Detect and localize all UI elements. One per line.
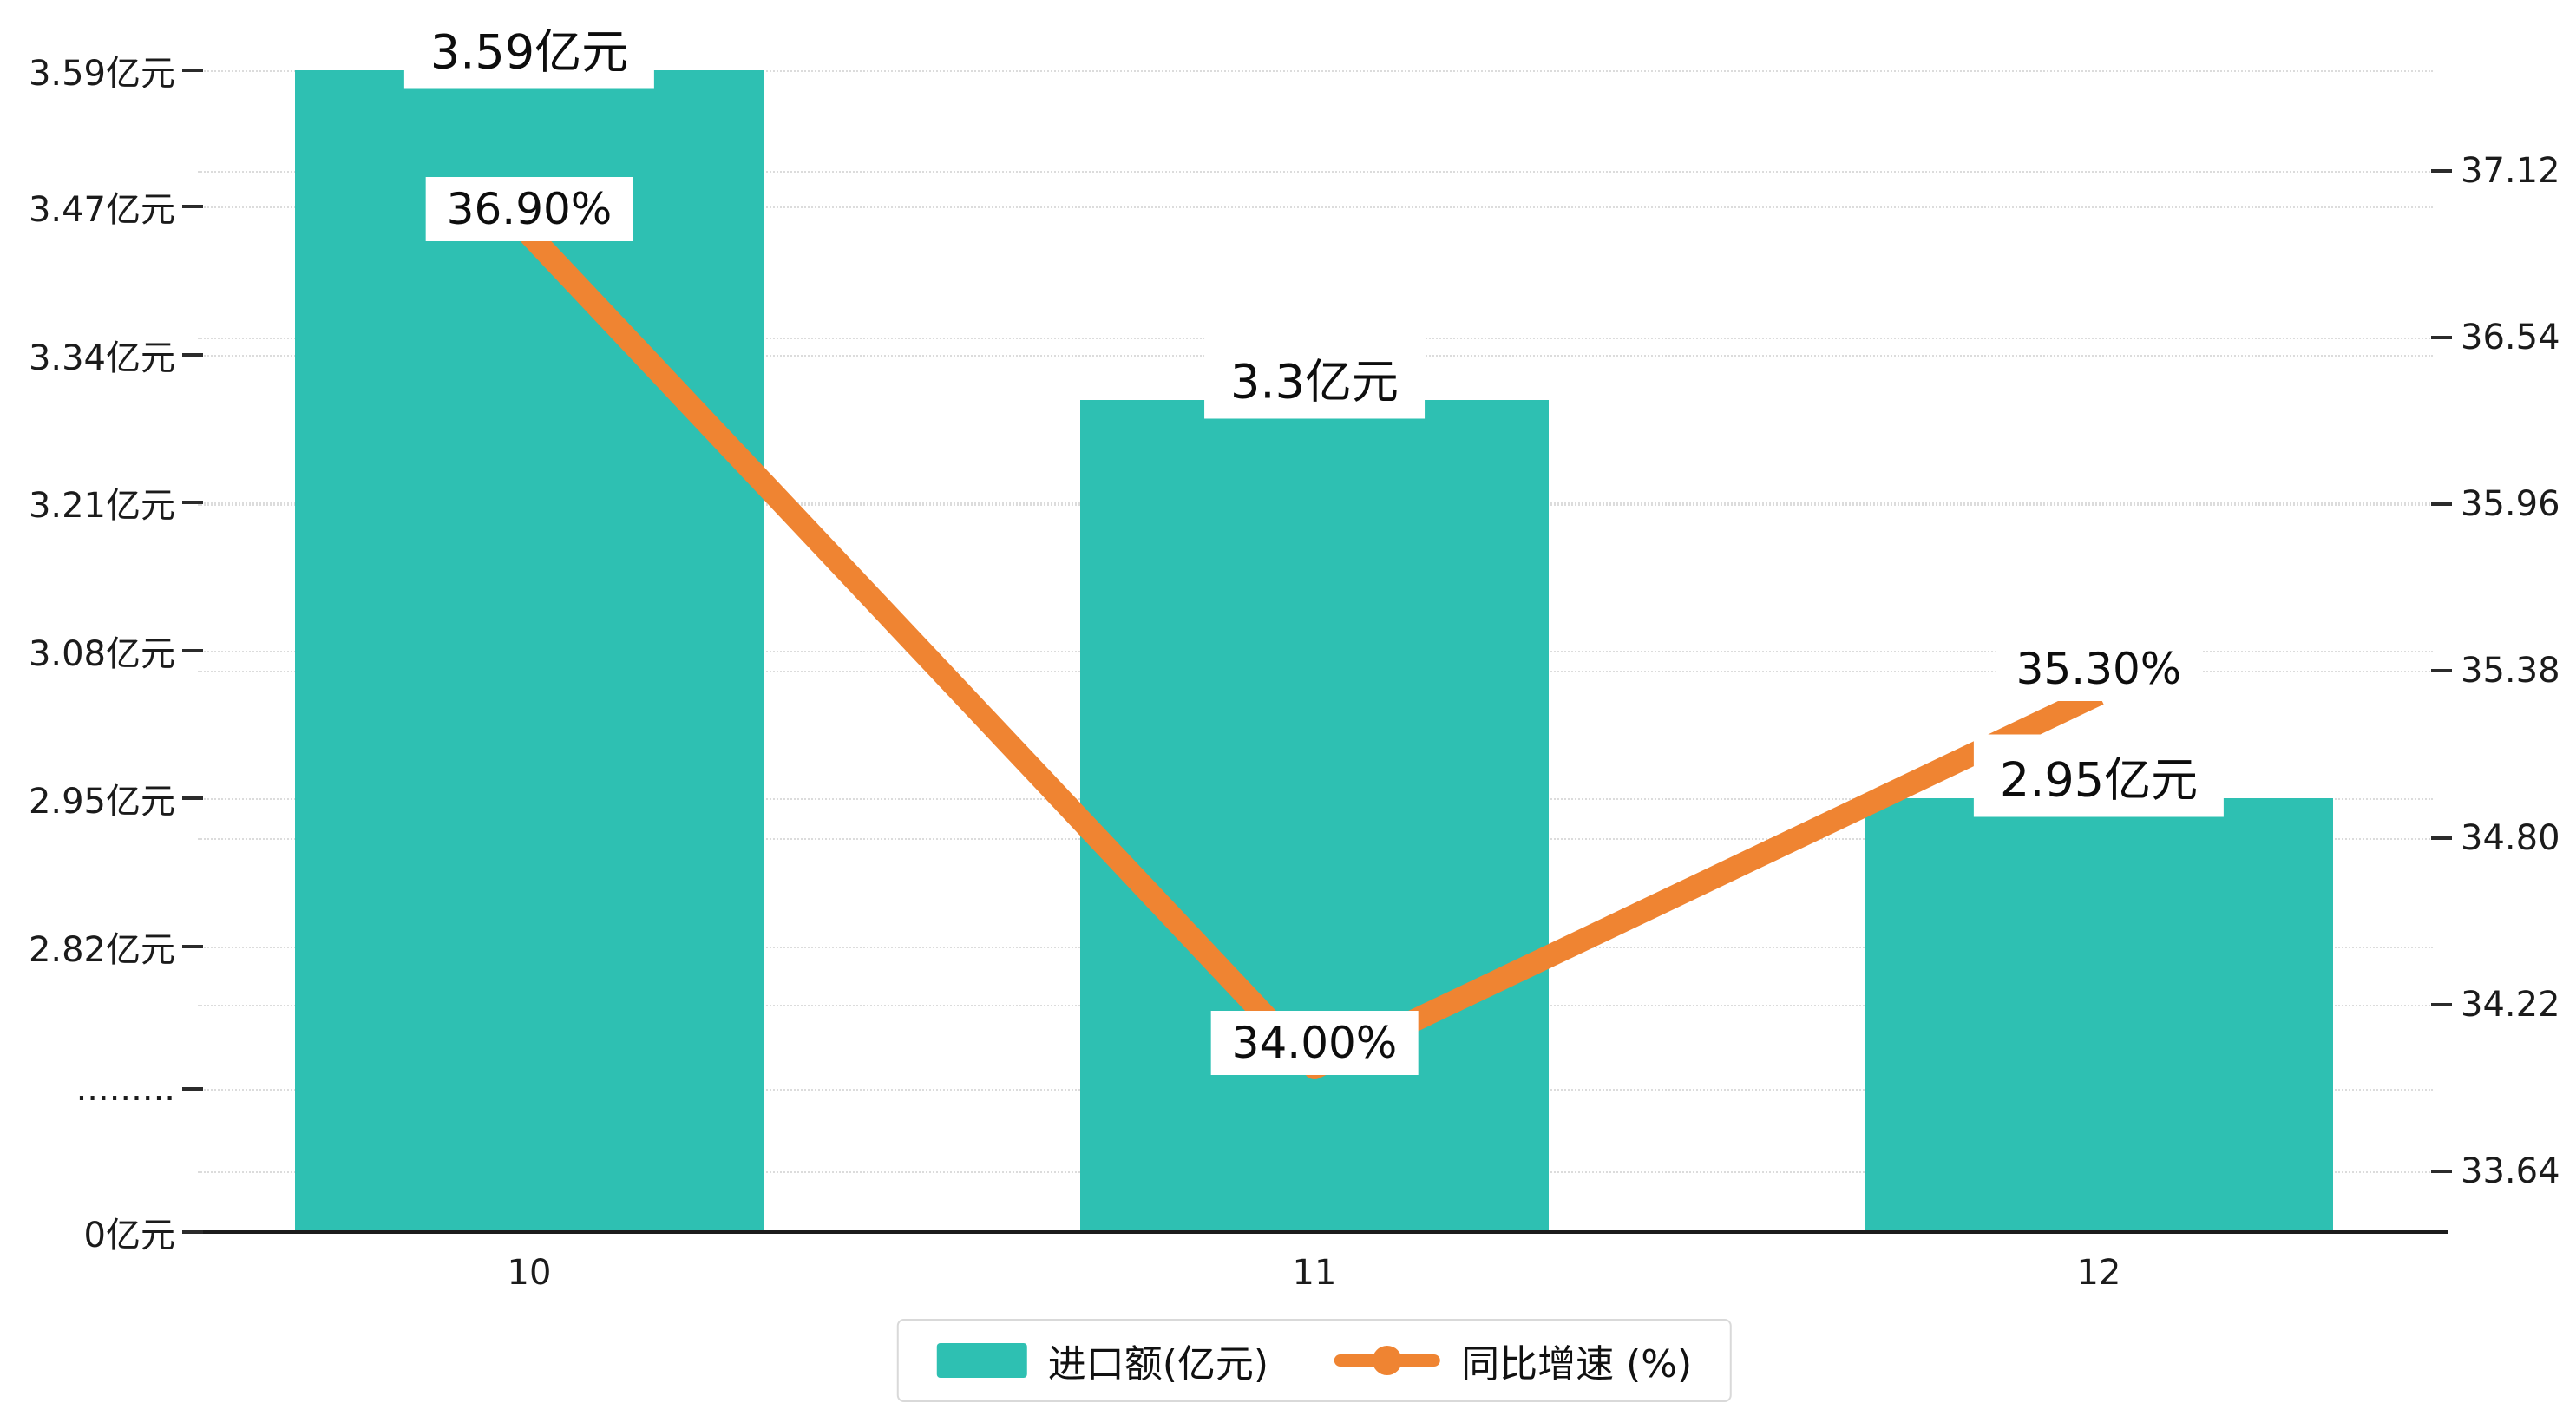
- left-axis-tick-mark: [182, 1087, 203, 1091]
- bar-value-label: 2.95亿元: [1973, 734, 2225, 817]
- gridline: [198, 171, 2433, 173]
- right-axis-tick-mark: [2431, 336, 2452, 339]
- legend-item-import[interactable]: 进口额(亿元): [936, 1333, 1269, 1388]
- bar-month-10: [295, 70, 764, 1232]
- left-axis-tick-label: 3.34亿元: [28, 338, 175, 378]
- left-axis-tick-mark: [182, 69, 203, 72]
- line-value-label: 34.00%: [1210, 1011, 1419, 1075]
- right-axis-tick-label: 34.22: [2461, 985, 2560, 1025]
- right-axis-tick-mark: [2431, 502, 2452, 506]
- left-axis-tick-label: 3.21亿元: [28, 486, 175, 526]
- left-axis-tick-mark: [182, 353, 203, 357]
- left-axis-tick-label: 2.82亿元: [28, 930, 175, 970]
- right-axis-tick-mark: [2431, 1170, 2452, 1173]
- line-series-marker-icon: [1334, 1343, 1441, 1378]
- line-value-label: 36.90%: [425, 177, 633, 241]
- bar-value-label: 3.3亿元: [1204, 336, 1425, 419]
- line-value-label: 35.30%: [1995, 637, 2203, 701]
- right-axis-tick-label: 37.12: [2461, 151, 2560, 191]
- x-axis-label-10: 10: [507, 1253, 552, 1293]
- right-axis-tick-mark: [2431, 169, 2452, 173]
- left-axis-tick-label: .........: [75, 1069, 175, 1109]
- right-axis-tick-mark: [2431, 1003, 2452, 1006]
- left-axis-tick-mark: [182, 649, 203, 652]
- left-axis-tick-label: 3.59亿元: [28, 54, 175, 94]
- x-axis-label-12: 12: [2076, 1253, 2121, 1293]
- left-axis-tick-mark: [182, 205, 203, 208]
- left-axis-tick-mark: [182, 945, 203, 948]
- legend-item-growth[interactable]: 同比增速 (%): [1334, 1333, 1692, 1388]
- line-dot-icon: [1373, 1346, 1403, 1375]
- left-axis-tick-label: 3.08亿元: [28, 634, 175, 674]
- x-axis-line: [189, 1230, 2448, 1234]
- legend-label-import: 进口额(亿元): [1047, 1342, 1269, 1386]
- gridline: [198, 206, 2433, 208]
- left-axis-tick-label: 2.95亿元: [28, 782, 175, 822]
- left-axis-tick-mark: [182, 1230, 203, 1234]
- right-axis-tick-mark: [2431, 836, 2452, 840]
- right-axis-tick-mark: [2431, 669, 2452, 672]
- legend-label-growth: 同比增速 (%): [1461, 1342, 1693, 1386]
- legend: 进口额(亿元) 同比增速 (%): [896, 1319, 1733, 1402]
- right-axis-tick-label: 35.96: [2461, 484, 2560, 524]
- left-axis-tick-label: 0亿元: [83, 1216, 175, 1255]
- left-axis-tick-mark: [182, 501, 203, 504]
- bar-series-swatch-icon: [936, 1343, 1027, 1378]
- right-axis-tick-label: 34.80: [2461, 818, 2560, 858]
- right-axis-tick-label: 36.54: [2461, 318, 2560, 357]
- right-axis-tick-label: 35.38: [2461, 651, 2560, 691]
- left-axis-tick-mark: [182, 796, 203, 800]
- bar-value-label: 3.59亿元: [403, 6, 655, 89]
- gridline: [198, 70, 2433, 72]
- bar-month-11: [1080, 400, 1549, 1232]
- left-axis-tick-label: 3.47亿元: [28, 190, 175, 230]
- bar-month-12: [1865, 798, 2333, 1232]
- right-axis-tick-label: 33.64: [2461, 1151, 2560, 1191]
- x-axis-label-11: 11: [1292, 1253, 1337, 1293]
